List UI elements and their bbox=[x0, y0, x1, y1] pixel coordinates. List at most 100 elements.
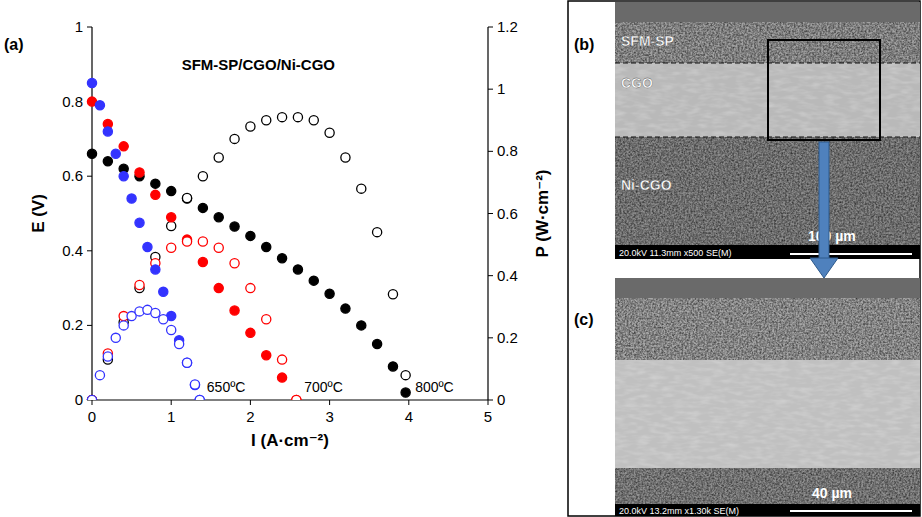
voltage-point bbox=[103, 127, 112, 136]
y-tick bbox=[87, 27, 92, 28]
voltage-point bbox=[373, 339, 382, 348]
figure: (a)01234500.20.40.60.8100.20.40.60.811.2… bbox=[0, 0, 922, 517]
power-point bbox=[309, 116, 318, 125]
power-point bbox=[341, 153, 350, 162]
power-point bbox=[198, 237, 207, 246]
voltage-point bbox=[151, 179, 160, 188]
y-tick-label: 1 bbox=[75, 18, 83, 35]
voltage-point bbox=[159, 287, 168, 296]
power-point bbox=[87, 395, 96, 400]
y-tick bbox=[87, 325, 92, 326]
layer-label: Ni-CGO bbox=[621, 177, 672, 193]
y2-tick bbox=[488, 27, 493, 28]
power-point bbox=[230, 259, 239, 268]
panel-frame bbox=[568, 1, 920, 516]
voltage-point bbox=[262, 351, 271, 360]
series bbox=[87, 237, 301, 400]
voltage-point bbox=[190, 380, 199, 389]
series bbox=[87, 149, 410, 397]
info-bar bbox=[615, 504, 920, 516]
power-point bbox=[373, 228, 382, 237]
power-point bbox=[246, 122, 255, 131]
annotation: 800ºC bbox=[415, 379, 454, 395]
power-point bbox=[135, 280, 144, 289]
voltage-point bbox=[182, 358, 191, 367]
y2-tick-label: 0.6 bbox=[497, 205, 518, 222]
y2-tick-label: 1.2 bbox=[497, 18, 518, 35]
voltage-point bbox=[246, 231, 255, 240]
power-point bbox=[262, 315, 271, 324]
y-axis-title: E (V) bbox=[29, 194, 48, 233]
voltage-point bbox=[357, 321, 366, 330]
x-tick-label: 1 bbox=[167, 408, 175, 425]
power-point bbox=[214, 153, 223, 162]
x-tick bbox=[250, 400, 251, 405]
power-point bbox=[103, 352, 112, 361]
power-point bbox=[111, 333, 120, 342]
info-text: 20.0kV 13.2mm x1.30k SE(M) bbox=[619, 506, 739, 516]
zoom-box bbox=[768, 40, 880, 140]
annotation: 650ºC bbox=[207, 379, 246, 395]
chart-title: SFM-SP/CGO/Ni-CGO bbox=[182, 56, 336, 73]
series bbox=[87, 97, 301, 400]
x-tick bbox=[171, 400, 172, 405]
axes: 01234500.20.40.60.8100.20.40.60.811.2 bbox=[62, 18, 518, 425]
power-point bbox=[190, 380, 199, 389]
x-tick-label: 5 bbox=[484, 408, 492, 425]
y2-tick bbox=[488, 213, 493, 214]
voltage-point bbox=[195, 395, 204, 400]
x-tick-label: 2 bbox=[246, 408, 254, 425]
power-point bbox=[167, 325, 176, 334]
voltage-point bbox=[277, 254, 286, 263]
y2-tick-label: 0.8 bbox=[497, 142, 518, 159]
voltage-point bbox=[151, 265, 160, 274]
power-point bbox=[87, 395, 96, 400]
power-point bbox=[388, 290, 397, 299]
power-point bbox=[262, 116, 271, 125]
voltage-point bbox=[95, 101, 104, 110]
voltage-point bbox=[214, 213, 223, 222]
voltage-point bbox=[401, 388, 410, 397]
voltage-point bbox=[167, 213, 176, 222]
x-axis-line bbox=[92, 399, 488, 400]
voltage-point bbox=[198, 203, 207, 212]
series bbox=[87, 78, 204, 400]
y2-tick-label: 0 bbox=[497, 391, 505, 408]
panel-label: (c) bbox=[574, 311, 594, 328]
x-tick bbox=[92, 400, 93, 405]
voltage-point bbox=[341, 304, 350, 313]
texture bbox=[615, 360, 920, 468]
texture bbox=[615, 137, 920, 245]
annotation: 700ºC bbox=[304, 379, 343, 395]
y2-tick bbox=[488, 337, 493, 338]
voltage-point bbox=[293, 265, 302, 274]
y2-tick-label: 1 bbox=[497, 80, 505, 97]
voltage-point bbox=[246, 328, 255, 337]
power-point bbox=[292, 395, 301, 400]
voltage-point bbox=[230, 306, 239, 315]
power-point bbox=[293, 113, 302, 122]
data-marks bbox=[87, 78, 410, 400]
power-point bbox=[195, 395, 204, 400]
y-tick-label: 0.2 bbox=[62, 316, 83, 333]
texture bbox=[615, 298, 920, 360]
y-tick-label: 0.8 bbox=[62, 93, 83, 110]
panel-label: (a) bbox=[4, 36, 24, 53]
voltage-point bbox=[214, 284, 223, 293]
x-tick-label: 0 bbox=[88, 408, 96, 425]
layer bbox=[615, 137, 920, 245]
y2-tick bbox=[488, 400, 493, 401]
power-point bbox=[230, 134, 239, 143]
micrograph: 40 µm20.0kV 13.2mm x1.30k SE(M) bbox=[615, 278, 920, 516]
voltage-point bbox=[277, 373, 286, 382]
y2-tick-label: 0.4 bbox=[497, 267, 518, 284]
power-point bbox=[198, 172, 207, 181]
y-tick-label: 0.6 bbox=[62, 167, 83, 184]
voltage-point bbox=[292, 395, 301, 400]
panel-label: (b) bbox=[574, 36, 594, 53]
texture bbox=[615, 468, 920, 504]
power-point bbox=[182, 358, 191, 367]
y2-tick bbox=[488, 89, 493, 90]
voltage-point bbox=[182, 194, 191, 203]
voltage-point bbox=[87, 149, 96, 158]
